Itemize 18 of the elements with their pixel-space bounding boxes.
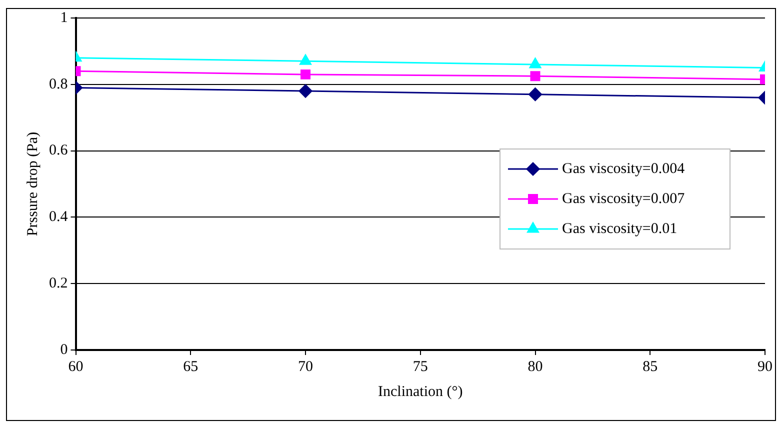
legend-label: Gas viscosity=0.007 [562,190,686,207]
x-tick-label: 65 [183,358,198,375]
y-tick-label: 0.8 [49,76,68,92]
x-tick-label: 75 [412,358,428,375]
y-tick-label: 0 [60,342,68,358]
legend-label: Gas viscosity=0.01 [562,220,678,237]
y-tick-label: 0.4 [49,209,68,226]
y-tick-label: 1 [60,10,68,26]
x-tick-label: 80 [528,358,543,375]
x-tick-label: 70 [298,358,313,375]
x-axis-title: Inclination (°) [378,384,463,400]
x-tick-label: 60 [68,358,84,375]
x-tick-label: 85 [642,358,658,375]
y-tick-label: 0.6 [49,142,68,159]
y-axis-title: Prssure drop (Pa) [24,132,41,236]
legend-label: Gas viscosity=0.004 [562,160,686,177]
x-tick-label: 90 [758,358,772,375]
y-tick-label: 0.2 [49,276,68,292]
